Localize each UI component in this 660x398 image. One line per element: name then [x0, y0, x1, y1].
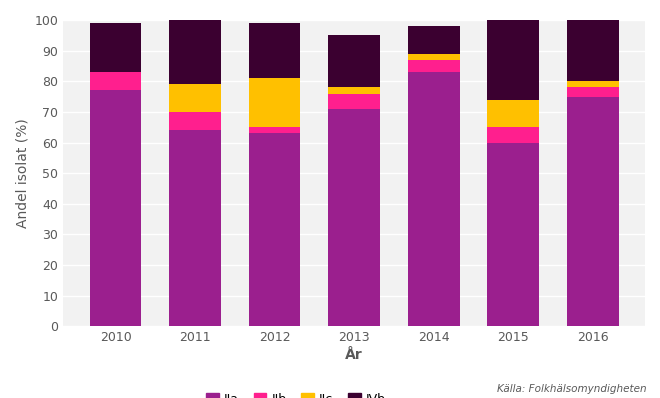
Bar [169, 130, 221, 326]
Bar [567, 81, 618, 88]
Text: Källa: Folkhälsomyndigheten: Källa: Folkhälsomyndigheten [497, 384, 647, 394]
Bar [249, 127, 300, 133]
Bar [169, 84, 221, 112]
Bar [90, 23, 141, 72]
Bar [249, 78, 300, 127]
Bar [90, 72, 141, 90]
X-axis label: År: År [345, 348, 363, 363]
Bar [408, 54, 459, 60]
Bar [90, 90, 141, 326]
Y-axis label: Andel isolat (%): Andel isolat (%) [15, 118, 29, 228]
Bar [328, 35, 380, 88]
Bar [487, 127, 539, 142]
Bar [567, 97, 618, 326]
Bar [169, 112, 221, 130]
Bar [328, 88, 380, 94]
Bar [487, 20, 539, 100]
Bar [408, 72, 459, 326]
Bar [567, 88, 618, 97]
Bar [567, 20, 618, 81]
Bar [408, 26, 459, 54]
Bar [249, 23, 300, 78]
Bar [487, 142, 539, 326]
Bar [328, 94, 380, 109]
Legend: IIa, IIb, IIc, IVb: IIa, IIb, IIc, IVb [201, 388, 391, 398]
Bar [328, 109, 380, 326]
Bar [169, 20, 221, 84]
Bar [487, 100, 539, 127]
Bar [249, 133, 300, 326]
Bar [408, 60, 459, 72]
